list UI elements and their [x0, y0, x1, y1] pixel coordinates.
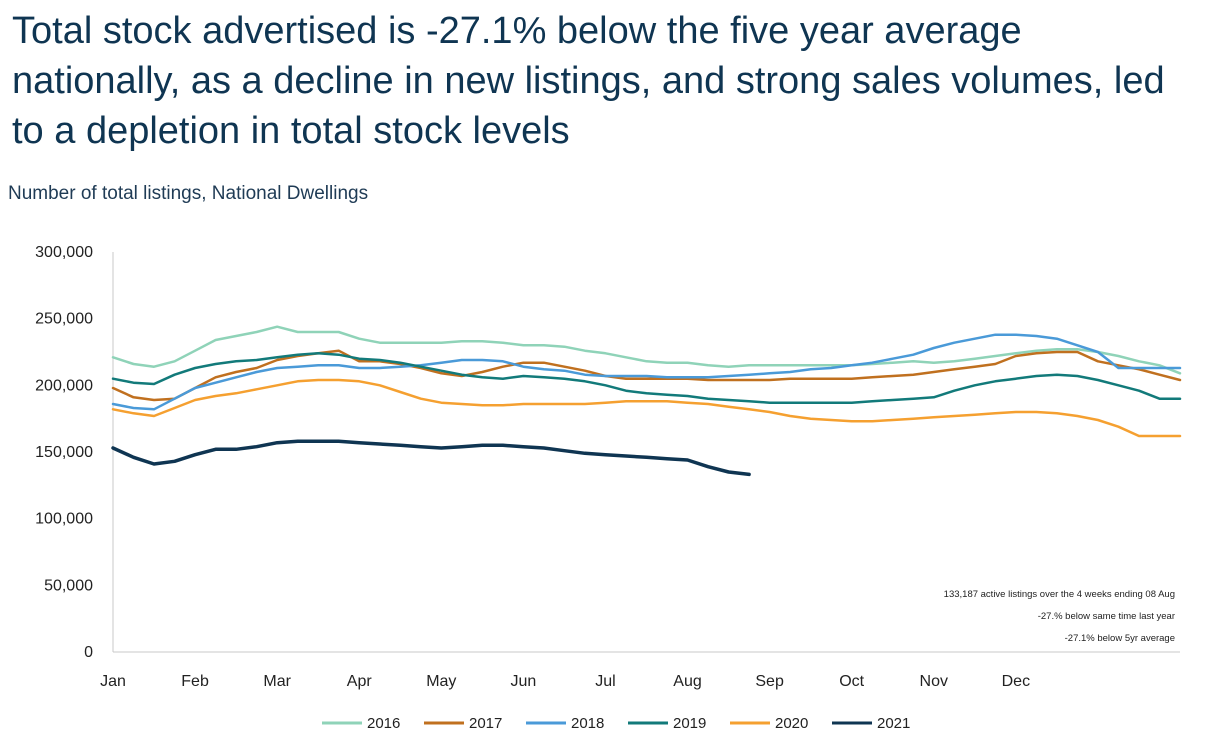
- series-line-2021: [111, 439, 751, 477]
- legend-label: 2017: [469, 715, 502, 732]
- series-lines: [111, 325, 1182, 477]
- legend-label: 2020: [775, 715, 808, 732]
- x-tick-label: Aug: [673, 673, 701, 690]
- legend-item-2018: 2018: [526, 715, 604, 732]
- legend-label: 2016: [367, 715, 400, 732]
- x-tick-label: Apr: [347, 673, 373, 690]
- y-tick-label: 300,000: [35, 244, 93, 261]
- annotations: 133,187 active listings over the 4 weeks…: [944, 589, 1175, 644]
- annotation-text: 133,187 active listings over the 4 weeks…: [944, 589, 1175, 600]
- x-tick-label: Oct: [839, 673, 864, 690]
- y-tick-label: 100,000: [35, 511, 93, 528]
- headline: Total stock advertised is -27.1% below t…: [12, 10, 1165, 152]
- series-line-2018: [111, 333, 1182, 411]
- x-tick-label: Jun: [510, 673, 536, 690]
- chart-axes: [112, 252, 1180, 653]
- x-tick-label: Sep: [755, 673, 784, 690]
- x-axis-ticks: Jan Feb Mar Apr May Jun Jul Aug Sep Oct Nov Dec: [100, 673, 1030, 690]
- legend-item-2017: 2017: [424, 715, 502, 732]
- legend-item-2016: 2016: [322, 715, 400, 732]
- x-tick-label: Feb: [181, 673, 209, 690]
- x-tick-label: Nov: [920, 673, 948, 690]
- y-tick-label: 0: [84, 644, 93, 661]
- legend: 2016 2017 2018 2019 2020 2021: [322, 715, 910, 732]
- x-tick-label: Jan: [100, 673, 126, 690]
- y-tick-label: 50,000: [44, 577, 93, 594]
- y-tick-label: 200,000: [35, 377, 93, 394]
- legend-item-2020: 2020: [730, 715, 808, 732]
- annotation-text: -27.1% below 5yr average: [1065, 633, 1175, 644]
- y-tick-label: 150,000: [35, 444, 93, 461]
- series-line-2019: [111, 352, 1182, 404]
- chart-subtitle: Number of total listings, National Dwell…: [8, 183, 369, 204]
- x-tick-label: Jul: [595, 673, 615, 690]
- y-axis-ticks: 0 50,000 100,000 150,000 200,000 250,000 300,0…: [35, 244, 93, 661]
- x-tick-label: Dec: [1002, 673, 1030, 690]
- legend-item-2021: 2021: [832, 715, 910, 732]
- legend-label: 2019: [673, 715, 706, 732]
- series-line-2016: [111, 325, 1182, 375]
- series-line-2020: [111, 378, 1182, 438]
- legend-item-2019: 2019: [628, 715, 706, 732]
- legend-label: 2021: [877, 715, 910, 732]
- x-tick-label: Mar: [263, 673, 291, 690]
- y-tick-label: 250,000: [35, 311, 93, 328]
- series-line-2017: [111, 349, 1182, 402]
- legend-label: 2018: [571, 715, 604, 732]
- annotation-text: -27.% below same time last year: [1038, 611, 1175, 622]
- x-tick-label: May: [426, 673, 456, 690]
